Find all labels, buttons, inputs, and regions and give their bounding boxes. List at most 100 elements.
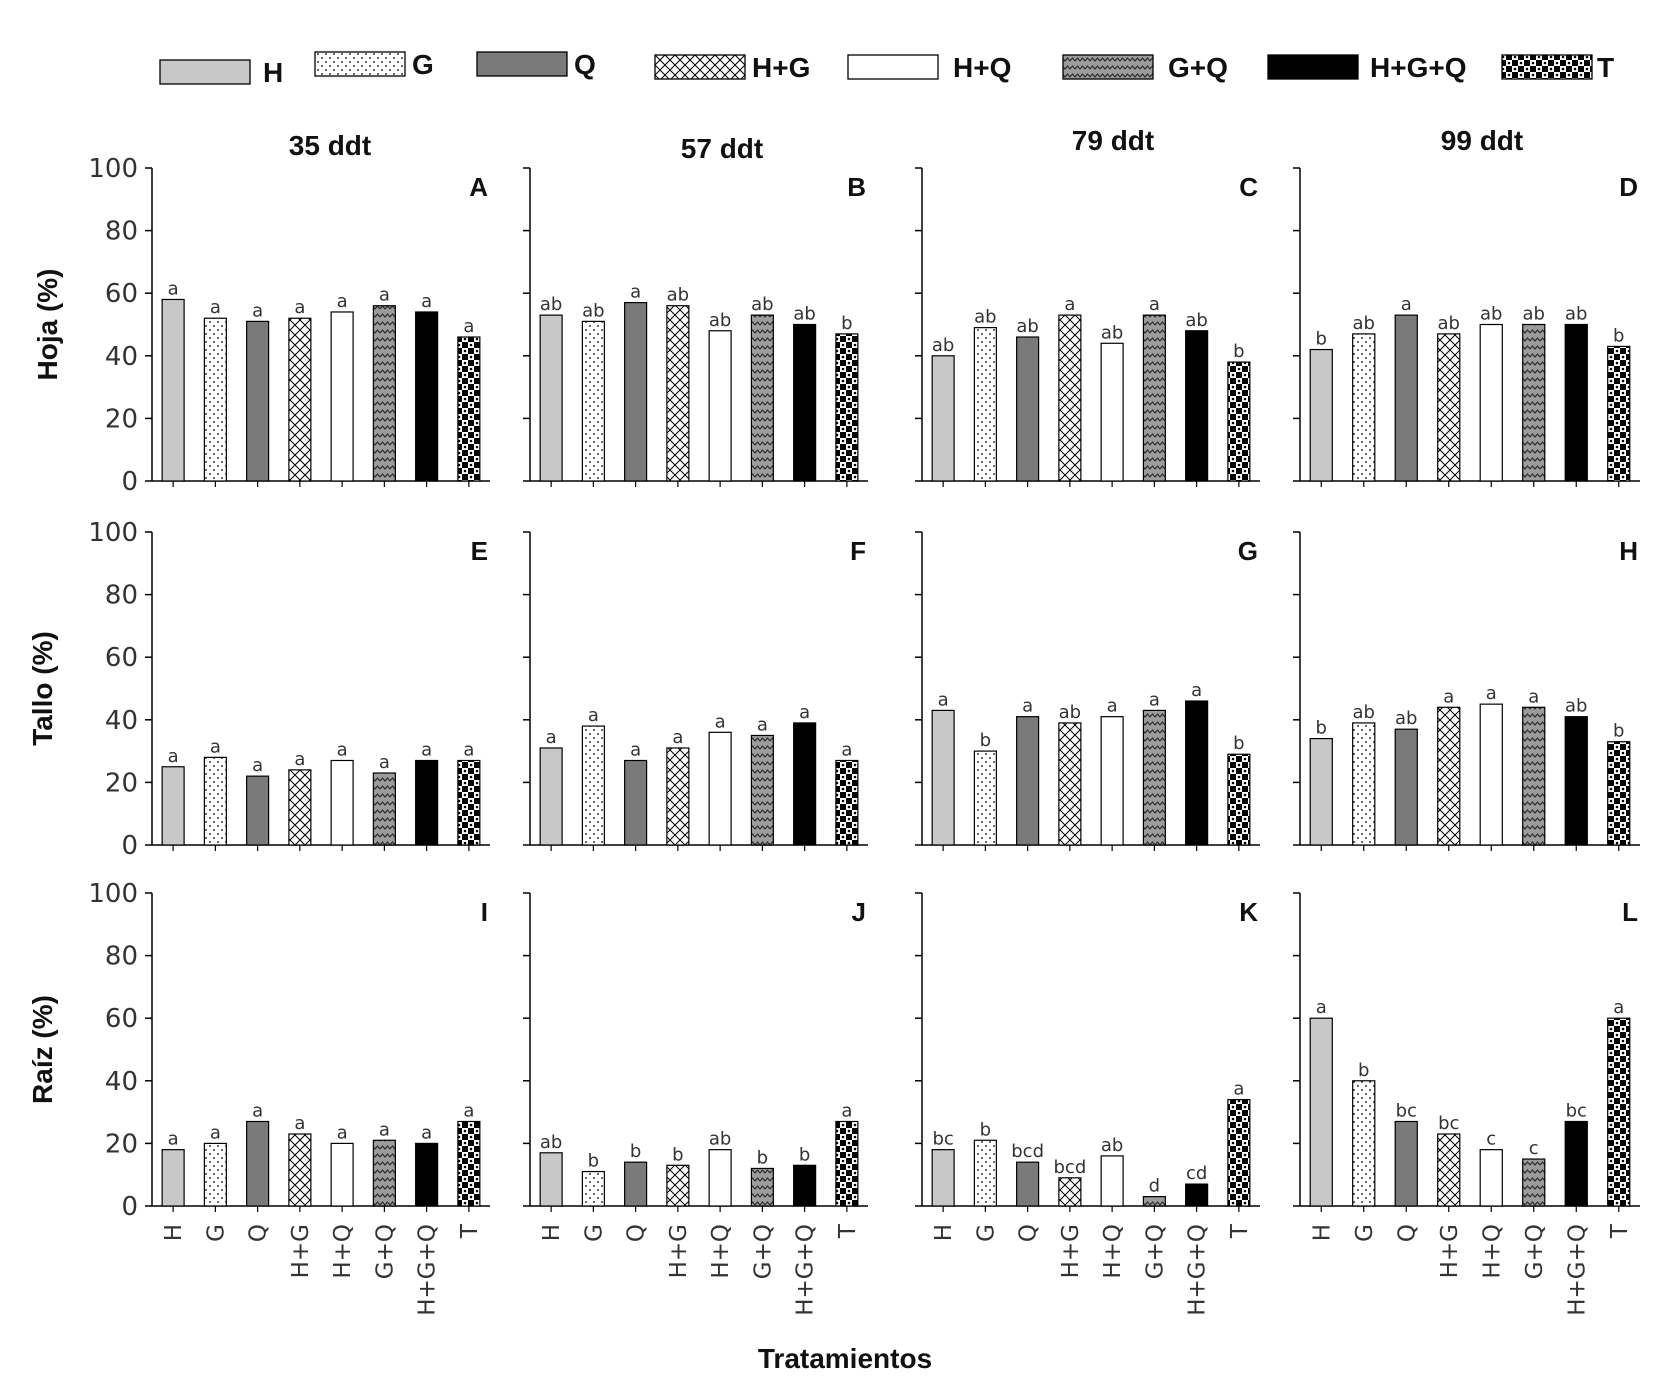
panel-j: Jab Hb Gb Qb H+G ab H+Q b G+Q b H+G+Q a T bbox=[523, 892, 868, 1316]
x-tick-label: H+Q bbox=[1100, 1224, 1126, 1279]
significance-letter: ab bbox=[540, 1132, 562, 1153]
significance-letter: bc bbox=[1566, 1100, 1587, 1121]
bar-l-h-plus-g bbox=[1437, 1133, 1461, 1207]
panel-letter-b: B bbox=[847, 172, 866, 202]
x-tick-label: H+G bbox=[288, 1224, 314, 1278]
x-tick-label: H+Q bbox=[1479, 1224, 1505, 1279]
y-axis-title-row-1: Hoja (%) bbox=[32, 269, 63, 381]
bar-c-h bbox=[931, 355, 955, 482]
significance-letter: b bbox=[1316, 718, 1327, 739]
legend-swatch-g-plus-q bbox=[1062, 54, 1154, 80]
bar-g-g-plus-q bbox=[1142, 709, 1166, 846]
y-tick-label: 0 bbox=[121, 831, 138, 861]
bar-h-t bbox=[1607, 741, 1631, 846]
significance-letter: b bbox=[630, 1141, 641, 1162]
bar-b-g-plus-q bbox=[750, 314, 774, 482]
significance-letter: ab bbox=[540, 294, 562, 315]
x-tick-label: H bbox=[1309, 1224, 1335, 1241]
significance-letter: c bbox=[1529, 1138, 1539, 1159]
bar-e-g bbox=[203, 756, 227, 846]
panel-l: La Hb Gbc Qbc H+G c H+Q c G+Q bc H+G+Q a T bbox=[1293, 892, 1640, 1316]
x-tick-label: H+G+Q bbox=[415, 1224, 441, 1316]
significance-letter: a bbox=[168, 746, 179, 767]
x-tick-label: H bbox=[161, 1224, 187, 1241]
significance-letter: a bbox=[1401, 294, 1412, 315]
legend-item-q: Q bbox=[476, 49, 596, 80]
panel-letter-c: C bbox=[1239, 172, 1258, 202]
bar-h-h-plus-g-plus-q bbox=[1564, 716, 1588, 846]
significance-letter: d bbox=[1149, 1176, 1160, 1197]
panel-letter-g: G bbox=[1238, 536, 1258, 566]
significance-letter: b bbox=[799, 1144, 810, 1165]
significance-letter: a bbox=[294, 749, 305, 770]
significance-letter: a bbox=[379, 752, 390, 773]
y-tick-label: 20 bbox=[105, 404, 138, 434]
y-tick-label: 40 bbox=[105, 706, 138, 736]
significance-letter: b bbox=[1613, 325, 1624, 346]
significance-letter: a bbox=[1233, 1079, 1244, 1100]
significance-letter: a bbox=[421, 291, 432, 312]
significance-letter: a bbox=[421, 739, 432, 760]
bar-i-h-plus-q bbox=[330, 1142, 354, 1207]
bar-d-g bbox=[1352, 333, 1376, 482]
bar-g-h-plus-g-plus-q bbox=[1185, 700, 1209, 846]
bar-f-g-plus-q bbox=[750, 734, 774, 846]
bar-l-t bbox=[1607, 1017, 1631, 1207]
legend-item-g: G bbox=[314, 49, 434, 80]
bar-f-q bbox=[624, 759, 648, 846]
bar-g-t bbox=[1227, 753, 1251, 846]
panel-letter-a: A bbox=[469, 172, 488, 202]
significance-letter: ab bbox=[1101, 322, 1123, 343]
column-title-2: 57 ddt bbox=[681, 133, 763, 164]
significance-letter: ab bbox=[1185, 310, 1207, 331]
legend-label-g: G bbox=[412, 49, 434, 80]
bar-d-h-plus-g bbox=[1437, 333, 1461, 482]
bar-j-g bbox=[581, 1170, 605, 1207]
panel-letter-h: H bbox=[1619, 536, 1638, 566]
bar-f-h-plus-q bbox=[708, 731, 732, 846]
significance-letter: a bbox=[1486, 683, 1497, 704]
bar-e-h-plus-g bbox=[288, 769, 312, 846]
significance-letter: a bbox=[337, 739, 348, 760]
bar-f-g bbox=[581, 725, 605, 846]
bar-b-h-plus-g bbox=[666, 305, 690, 482]
bar-a-g-plus-q bbox=[372, 305, 396, 482]
bar-g-q bbox=[1016, 716, 1040, 846]
bar-c-g-plus-q bbox=[1142, 314, 1166, 482]
bar-b-q bbox=[624, 301, 648, 482]
y-tick-label: 80 bbox=[105, 942, 138, 972]
significance-letter: a bbox=[294, 297, 305, 318]
bar-j-g-plus-q bbox=[750, 1167, 774, 1207]
legend-label-t: T bbox=[1597, 52, 1614, 83]
bar-d-h-plus-q bbox=[1479, 323, 1503, 482]
bar-h-g-plus-q bbox=[1522, 706, 1546, 846]
panel-letter-k: K bbox=[1239, 897, 1258, 927]
bar-j-q bbox=[624, 1161, 648, 1207]
bar-k-t bbox=[1227, 1098, 1251, 1207]
significance-letter: a bbox=[1107, 696, 1118, 717]
bar-k-g bbox=[973, 1139, 997, 1207]
significance-letter: ab bbox=[793, 304, 815, 325]
significance-letter: ab bbox=[974, 307, 996, 328]
significance-letter: ab bbox=[1059, 702, 1081, 723]
significance-letter: b bbox=[672, 1144, 683, 1165]
significance-letter: a bbox=[252, 755, 263, 776]
bar-e-g-plus-q bbox=[372, 772, 396, 846]
y-tick-label: 0 bbox=[121, 1192, 138, 1222]
legend-label-h-plus-q: H+Q bbox=[953, 52, 1011, 83]
bar-l-h-plus-q bbox=[1479, 1149, 1503, 1207]
chart-legend: H G Q H+G H+Q G+Q H+G+Q T bbox=[159, 49, 1614, 88]
significance-letter: a bbox=[463, 1100, 474, 1121]
x-tick-label: Q bbox=[624, 1224, 650, 1242]
bar-k-q bbox=[1016, 1161, 1040, 1207]
panel-letter-f: F bbox=[850, 536, 866, 566]
legend-label-h-plus-g-plus-q: H+G+Q bbox=[1370, 52, 1466, 83]
significance-letter: b bbox=[1613, 721, 1624, 742]
significance-letter: a bbox=[252, 300, 263, 321]
legend-swatch-h-plus-q bbox=[847, 54, 939, 80]
significance-letter: ab bbox=[1353, 702, 1375, 723]
